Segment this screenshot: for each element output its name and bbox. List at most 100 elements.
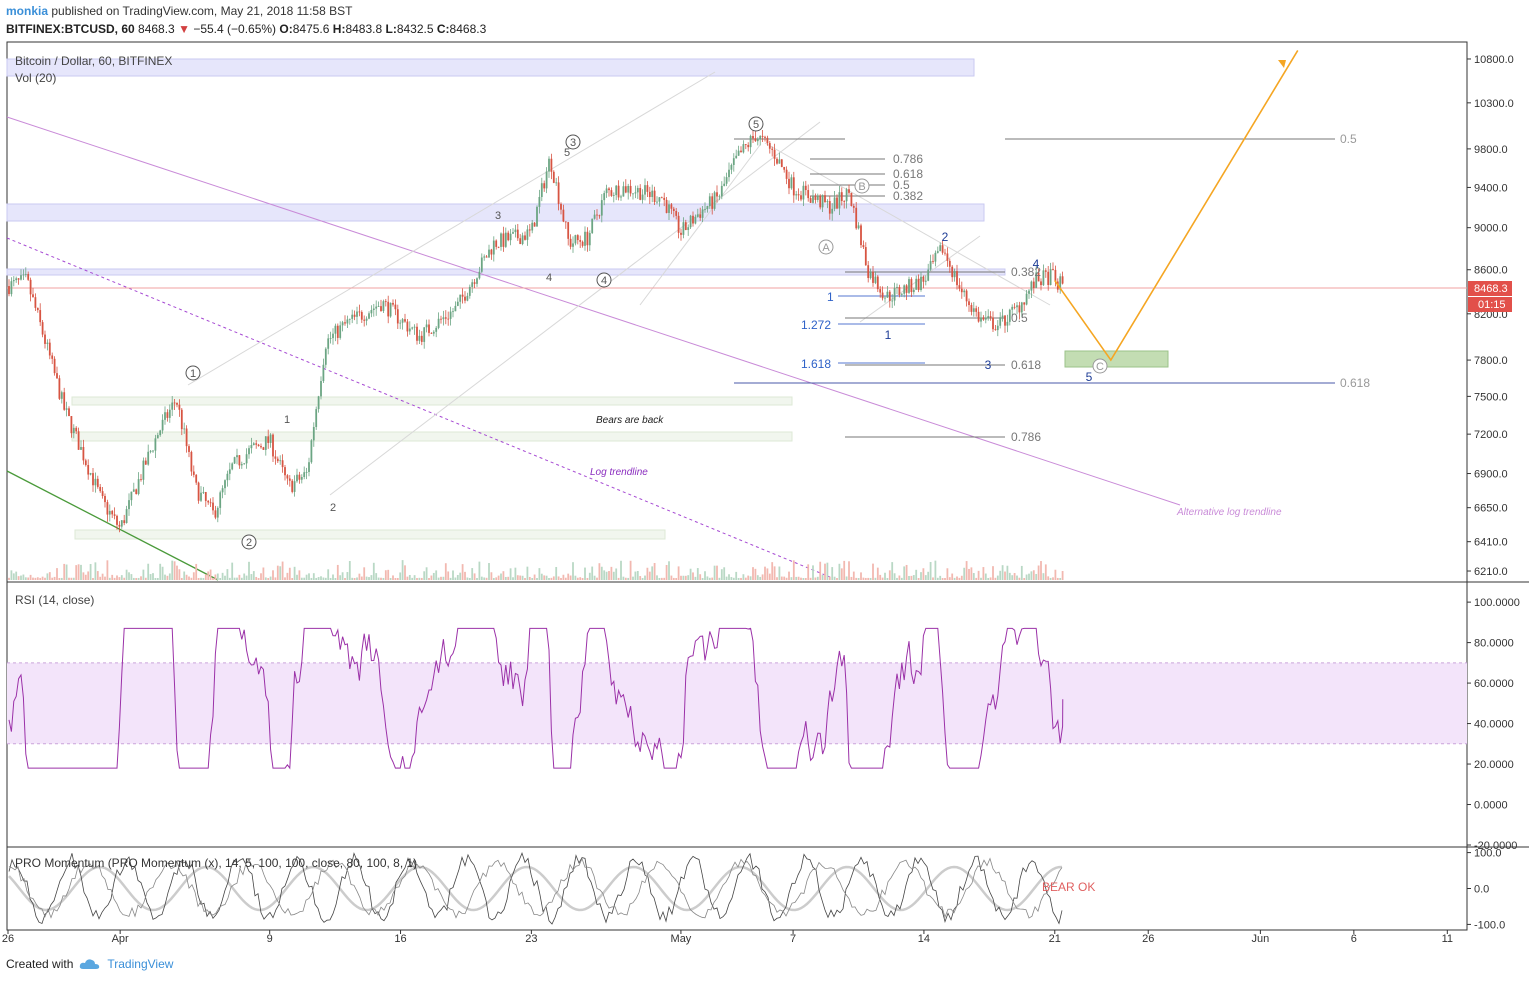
- price-tick-label: 9000.0: [1474, 223, 1508, 235]
- volume-bar: [488, 563, 490, 580]
- volume-bar: [1059, 577, 1062, 580]
- time-tick-label: 23: [525, 933, 537, 945]
- rsi-axis[interactable]: 100.0000 80.0000 60.0000 40.0000 20.0000 0.00…: [1467, 597, 1520, 852]
- candle-body: [476, 278, 478, 284]
- rsi-tick-label: 100.0000: [1474, 597, 1520, 609]
- tradingview-link[interactable]: TradingView: [107, 957, 174, 971]
- candle-body: [968, 301, 970, 306]
- candle-body: [876, 276, 879, 290]
- volume-bar: [276, 565, 279, 580]
- candle-body: [238, 455, 241, 466]
- candle-body: [56, 373, 58, 379]
- candle-body: [502, 233, 505, 247]
- wave-circle-c: [1092, 358, 1108, 374]
- volume-bar: [636, 570, 639, 580]
- volume-bar: [713, 565, 716, 580]
- publisher-username[interactable]: monkia: [6, 4, 49, 18]
- candle-body: [512, 232, 514, 234]
- candle-body: [752, 135, 754, 139]
- volume-bar: [1008, 572, 1011, 580]
- candle-body: [1042, 270, 1045, 286]
- candle-body: [365, 318, 368, 321]
- candle-body: [699, 214, 702, 218]
- volume-bar: [272, 570, 274, 580]
- candle-body: [977, 311, 980, 322]
- candle-body: [336, 325, 339, 338]
- candle-body: [749, 135, 752, 148]
- candle-body: [538, 196, 541, 207]
- candle-body: [161, 419, 164, 431]
- volume-bar: [752, 567, 754, 580]
- candle-body: [214, 510, 217, 518]
- volume-bar: [687, 575, 690, 580]
- countdown-badge: 01:15: [1478, 299, 1506, 311]
- trendlines: [6, 71, 1181, 581]
- volume-bar: [161, 566, 164, 580]
- candle-body: [706, 206, 709, 210]
- volume-bar: [804, 578, 807, 580]
- fib-05-mid: 0.5: [1011, 311, 1028, 325]
- candle-body: [233, 457, 236, 464]
- volume-bar: [802, 577, 805, 580]
- volume-bar: [190, 577, 193, 580]
- volume-bar: [963, 567, 966, 580]
- volume-bar: [807, 564, 810, 580]
- price-tick-label: 9800.0: [1474, 144, 1508, 156]
- volume-bar: [291, 577, 294, 580]
- candle-body: [545, 171, 548, 189]
- price-axis[interactable]: 10800.0 10300.0 9800.0 9400.0 9000.0 8600.0 82…: [1467, 54, 1514, 578]
- candle-body: [1023, 302, 1026, 305]
- zones: [6, 58, 1169, 540]
- volume-bar: [72, 577, 75, 580]
- candle-body: [358, 311, 361, 313]
- candle-body: [891, 300, 894, 302]
- volume-pane-title: Vol (20): [15, 71, 56, 85]
- volume-bar: [92, 577, 94, 580]
- time-axis[interactable]: 26 Apr 9 16 23 May 7 14 21 26 Jun 6 11: [2, 930, 1453, 945]
- volume-bar: [224, 575, 226, 580]
- volume-bar: [22, 574, 25, 580]
- wave-3-label: 3: [570, 137, 576, 149]
- candle-body: [293, 481, 296, 492]
- candle-body: [478, 271, 481, 279]
- candle-body: [1004, 315, 1006, 326]
- volume-bar: [440, 576, 442, 580]
- candle-body: [862, 245, 865, 248]
- candle-body: [420, 335, 423, 342]
- volume-bar: [809, 577, 812, 580]
- volume-bar: [660, 577, 663, 580]
- volume-bar: [754, 568, 757, 580]
- volume-bar: [68, 577, 70, 580]
- volume-bar: [382, 577, 385, 580]
- volume-bar: [34, 577, 37, 580]
- candle-body: [89, 473, 92, 475]
- fib-0786-low: 0.786: [1011, 430, 1041, 444]
- candle-body: [989, 316, 992, 318]
- candle-body: [108, 510, 111, 515]
- volume-bar: [852, 571, 855, 580]
- fib-labels: 0.786 0.618 0.5 0.382 0.382 0.5 0.618 0.…: [893, 132, 1370, 444]
- extension-labels: 1 1.272 1.618: [801, 290, 834, 371]
- volume-bar: [845, 576, 848, 580]
- candle-body: [272, 434, 274, 457]
- candle-body: [274, 456, 277, 459]
- volume-bar: [953, 577, 956, 580]
- volume-bar: [144, 577, 147, 580]
- volume-bar: [572, 562, 574, 580]
- volume-bar: [96, 571, 99, 580]
- volume-bar: [461, 564, 464, 580]
- candle-body: [857, 225, 860, 229]
- candle-body: [288, 478, 291, 481]
- volume-bar: [548, 577, 550, 580]
- volume-bar: [888, 570, 891, 580]
- candle-body: [250, 445, 253, 449]
- momentum-tick-label: 100.0: [1474, 848, 1502, 860]
- momentum-axis[interactable]: 100.0 0.0 -100.0: [1467, 848, 1505, 932]
- volume-bar: [159, 563, 162, 580]
- volume-bar: [821, 574, 824, 580]
- volume-bar: [120, 575, 123, 580]
- volume-bar: [1052, 577, 1054, 580]
- volume-bar: [1004, 571, 1006, 580]
- candle-body: [646, 185, 649, 192]
